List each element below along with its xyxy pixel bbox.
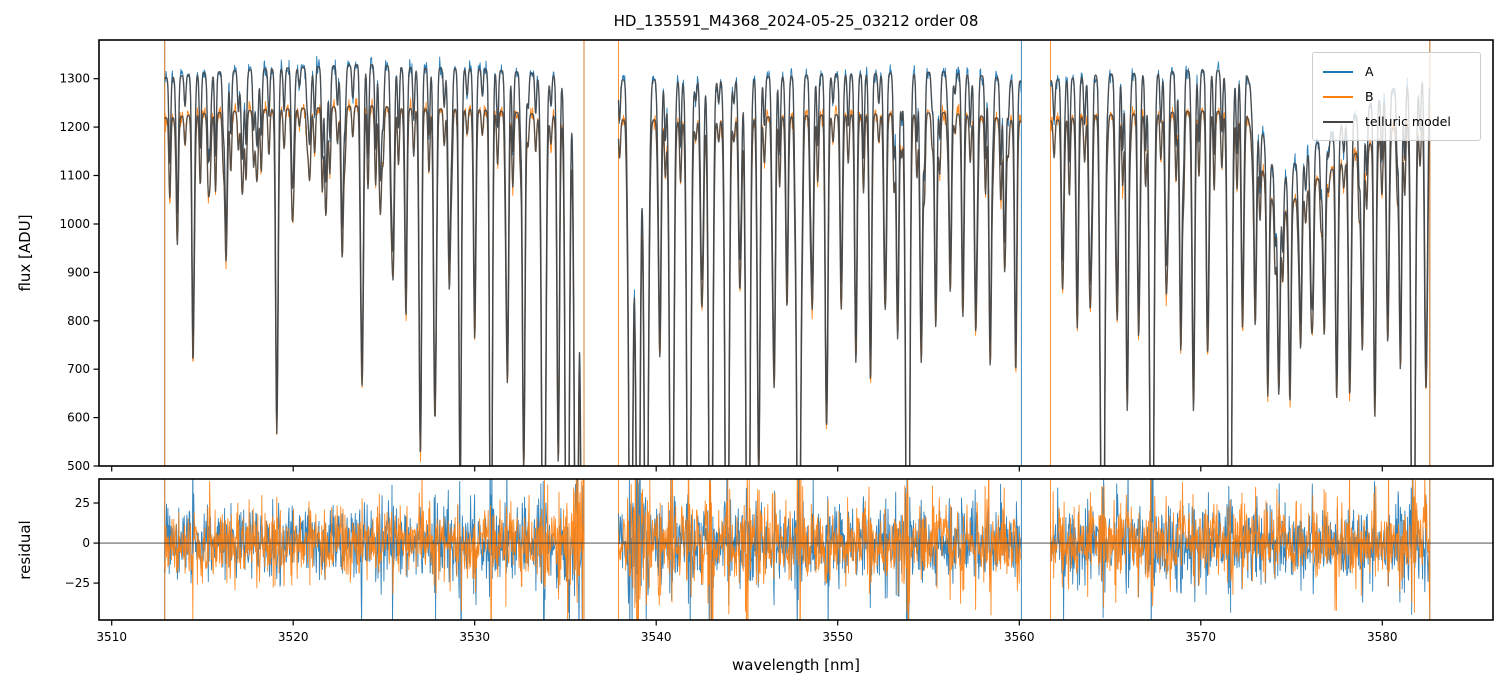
x-tick-label: 3570 — [1186, 630, 1217, 644]
flux-tick-label: 500 — [67, 459, 90, 473]
plot-title: HD_135591_M4368_2024-05-25_03212 order 0… — [613, 12, 979, 30]
x-tick-label: 3580 — [1367, 630, 1398, 644]
flux-tick-label: 800 — [67, 314, 90, 328]
residual-tick-label: 25 — [75, 496, 90, 510]
x-tick-label: 3510 — [96, 630, 127, 644]
flux-tick-label: 1200 — [59, 120, 90, 134]
legend-entry-b: B — [1323, 84, 1470, 109]
flux-tick-label: 1300 — [59, 72, 90, 86]
axis-ticks-and-labels: 3510 3520 3530 3540 3550 3560 3570 3580 500 600 70… — [59, 72, 1397, 644]
legend-label-telluric-model: telluric model — [1365, 114, 1451, 129]
legend-label-a: A — [1365, 64, 1374, 79]
x-tick-label: 3530 — [459, 630, 490, 644]
legend-line-a — [1323, 70, 1353, 73]
flux-tick-label: 700 — [67, 362, 90, 376]
axes-frames — [98, 39, 1494, 621]
flux-axis-label: flux [ADU] — [16, 214, 34, 292]
legend-line-telluric-model — [1323, 120, 1353, 123]
legend-entry-telluric-model: telluric model — [1323, 109, 1470, 134]
legend-label-b: B — [1365, 89, 1374, 104]
flux-tick-label: 1100 — [59, 169, 90, 183]
flux-tick-label: 1000 — [59, 217, 90, 231]
residual-tick-label: 0 — [82, 536, 90, 550]
x-axis-label: wavelength [nm] — [732, 656, 860, 674]
telluric-model-on-B — [164, 105, 1431, 466]
flux-tick-label: 900 — [67, 265, 90, 279]
residual-axis-label: residual — [16, 520, 34, 580]
legend-entry-a: A — [1323, 59, 1470, 84]
segment-edge-spikes — [164, 40, 1431, 620]
legend: A B telluric model — [1312, 52, 1481, 141]
x-tick-label: 3520 — [278, 630, 309, 644]
flux-tick-label: 600 — [67, 411, 90, 425]
x-tick-label: 3550 — [822, 630, 853, 644]
x-tick-label: 3540 — [641, 630, 672, 644]
residual-tick-label: −25 — [65, 576, 90, 590]
residual-B — [164, 479, 1430, 620]
legend-line-b — [1323, 95, 1353, 98]
x-tick-label: 3560 — [1004, 630, 1035, 644]
